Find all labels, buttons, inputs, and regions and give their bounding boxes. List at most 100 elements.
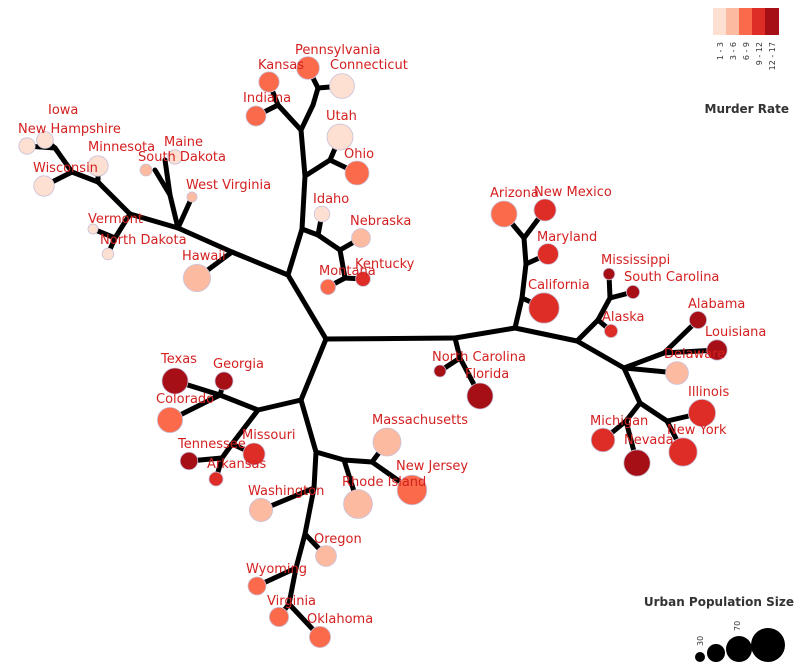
tree-labels: Iowa New Hampshire Wisconsin Minnesota Maine…	[18, 43, 766, 627]
tree-branch	[112, 211, 133, 241]
tree-branch	[323, 335, 458, 342]
state-label-alabama: Alabama	[688, 297, 745, 312]
tree-branch	[285, 272, 329, 342]
state-node-utah[interactable]	[326, 123, 354, 151]
state-node-vermont[interactable]	[87, 223, 99, 235]
state-node-idaho[interactable]	[313, 205, 331, 223]
legend-size-tick-70: 70	[733, 621, 742, 631]
state-node-new-mexico[interactable]	[533, 198, 557, 222]
state-label-west-virginia: West Virginia	[186, 178, 271, 193]
state-node-wisconsin[interactable]	[33, 175, 55, 197]
legend-range-label-2: 3 - 6	[729, 42, 738, 60]
state-node-south-carolina[interactable]	[626, 284, 641, 299]
state-node-montana[interactable]	[319, 278, 336, 295]
state-node-wyoming[interactable]	[247, 576, 267, 596]
state-label-new-mexico: New Mexico	[534, 185, 612, 200]
state-node-connecticut[interactable]	[329, 73, 355, 99]
state-label-texas: Texas	[160, 352, 197, 367]
legend-range-label-4: 9 - 12	[755, 42, 764, 65]
state-node-north-carolina[interactable]	[433, 364, 447, 378]
legend-size-dot-2	[707, 644, 725, 662]
state-label-michigan: Michigan	[590, 414, 648, 429]
legend-swatch-5	[765, 8, 779, 35]
state-node-washington[interactable]	[248, 497, 273, 522]
state-label-louisiana: Louisiana	[705, 325, 766, 340]
state-node-maine[interactable]	[167, 149, 183, 165]
state-node-oklahoma[interactable]	[308, 626, 331, 649]
state-node-arizona[interactable]	[490, 200, 518, 228]
legend-size-dot-3	[726, 636, 752, 662]
state-node-colorado[interactable]	[156, 406, 183, 433]
state-label-new-hampshire: New Hampshire	[18, 122, 121, 137]
tree-branch	[512, 295, 525, 331]
state-node-new-hampshire[interactable]	[18, 137, 36, 155]
state-node-mississippi[interactable]	[602, 267, 616, 281]
state-node-new-york[interactable]	[668, 437, 698, 467]
state-node-hawaii[interactable]	[182, 263, 211, 292]
state-node-pennsylvania[interactable]	[296, 56, 320, 80]
state-label-tennessee: Tennessee	[177, 437, 246, 452]
state-node-nebraska[interactable]	[351, 228, 371, 248]
tree-branch	[167, 192, 181, 231]
tree-branch	[293, 531, 308, 571]
tree-branch	[621, 365, 643, 406]
state-node-florida[interactable]	[466, 382, 494, 410]
state-node-tennessee[interactable]	[179, 451, 199, 471]
state-node-massachusetts[interactable]	[372, 427, 402, 457]
state-node-alabama[interactable]	[689, 310, 708, 329]
state-node-delaware[interactable]	[665, 361, 689, 385]
legend-swatch-3	[739, 8, 753, 35]
state-label-connecticut: Connecticut	[330, 58, 408, 73]
tree-branch	[255, 397, 304, 413]
legend-range-label-5: 12 - 17	[768, 42, 777, 70]
state-node-illinois[interactable]	[688, 398, 717, 427]
tree-branch	[69, 169, 101, 185]
state-node-ohio[interactable]	[344, 160, 370, 186]
state-node-indiana[interactable]	[245, 105, 267, 127]
state-label-alaska: Alaska	[602, 310, 645, 325]
state-node-west-virginia[interactable]	[186, 191, 198, 203]
state-node-iowa[interactable]	[36, 131, 54, 149]
state-node-maryland[interactable]	[537, 243, 559, 265]
legend-swatches: 1 - 3 3 - 6 6 - 9 9 - 12 12 - 17	[713, 8, 779, 70]
state-label-vermont: Vermont	[88, 212, 143, 227]
state-node-kentucky[interactable]	[355, 271, 371, 287]
tree-branch	[337, 247, 348, 281]
legend-range-label-3: 6 - 9	[742, 42, 751, 60]
tree-branch	[229, 407, 261, 447]
state-label-delaware: Delaware	[664, 347, 725, 362]
state-label-south-carolina: South Carolina	[624, 270, 719, 285]
state-label-new-jersey: New Jersey	[396, 459, 468, 474]
state-node-virginia[interactable]	[268, 607, 289, 628]
tree-branch	[313, 449, 347, 463]
state-node-alaska[interactable]	[604, 323, 619, 338]
state-node-south-dakota[interactable]	[139, 163, 153, 177]
tree-branch	[298, 102, 316, 133]
state-node-minnesota[interactable]	[87, 155, 109, 177]
state-label-colorado: Colorado	[156, 392, 214, 407]
state-node-michigan[interactable]	[590, 427, 616, 453]
tree-branch	[229, 249, 291, 278]
state-node-louisiana[interactable]	[706, 339, 728, 361]
state-label-north-dakota: North Dakota	[100, 233, 187, 248]
state-node-california[interactable]	[528, 292, 560, 324]
state-node-kansas[interactable]	[258, 71, 280, 93]
state-node-georgia[interactable]	[214, 371, 234, 391]
state-node-texas[interactable]	[161, 367, 189, 395]
state-node-missouri[interactable]	[242, 442, 266, 466]
state-node-arkansas[interactable]	[208, 471, 224, 487]
tree-branch	[574, 317, 601, 344]
tree-branch	[310, 85, 321, 108]
state-label-georgia: Georgia	[213, 357, 264, 372]
state-node-rhode-island[interactable]	[343, 489, 373, 519]
tree-branch	[285, 226, 305, 278]
state-node-nevada[interactable]	[623, 449, 651, 477]
tree-branch	[341, 457, 375, 465]
tree-branch	[299, 226, 321, 238]
state-node-oregon[interactable]	[315, 545, 337, 567]
state-label-wyoming: Wyoming	[246, 562, 307, 577]
state-label-california: California	[528, 278, 590, 293]
state-node-new-jersey[interactable]	[396, 474, 428, 506]
state-node-north-dakota[interactable]	[101, 247, 115, 261]
state-label-indiana: Indiana	[243, 91, 291, 106]
